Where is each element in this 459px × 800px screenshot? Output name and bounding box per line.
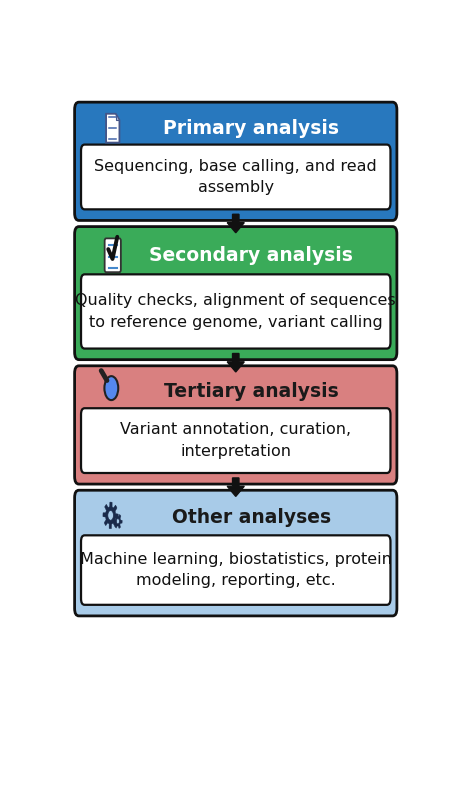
Polygon shape xyxy=(103,502,118,529)
Circle shape xyxy=(116,518,119,524)
Circle shape xyxy=(107,510,113,520)
FancyArrow shape xyxy=(227,478,244,497)
Polygon shape xyxy=(113,514,122,529)
Text: Secondary analysis: Secondary analysis xyxy=(149,246,353,265)
Text: Quality checks, alignment of sequences
to reference genome, variant calling: Quality checks, alignment of sequences t… xyxy=(75,293,395,330)
Polygon shape xyxy=(116,114,119,120)
FancyBboxPatch shape xyxy=(81,145,390,210)
Polygon shape xyxy=(106,114,119,142)
FancyBboxPatch shape xyxy=(81,274,390,349)
FancyBboxPatch shape xyxy=(105,238,121,272)
Text: Primary analysis: Primary analysis xyxy=(163,118,339,138)
FancyArrow shape xyxy=(227,214,244,233)
Text: Tertiary analysis: Tertiary analysis xyxy=(164,382,338,402)
FancyBboxPatch shape xyxy=(81,535,390,605)
FancyBboxPatch shape xyxy=(74,226,396,360)
Text: Sequencing, base calling, and read
assembly: Sequencing, base calling, and read assem… xyxy=(94,158,376,195)
Text: Variant annotation, curation,
interpretation: Variant annotation, curation, interpreta… xyxy=(120,422,351,459)
FancyBboxPatch shape xyxy=(81,408,390,473)
FancyBboxPatch shape xyxy=(74,366,396,484)
Text: Machine learning, biostatistics, protein
modeling, reporting, etc.: Machine learning, biostatistics, protein… xyxy=(80,552,391,588)
FancyBboxPatch shape xyxy=(74,490,396,616)
Text: Other analyses: Other analyses xyxy=(172,508,330,527)
FancyBboxPatch shape xyxy=(74,102,396,221)
Circle shape xyxy=(104,376,118,400)
FancyArrow shape xyxy=(227,354,244,372)
